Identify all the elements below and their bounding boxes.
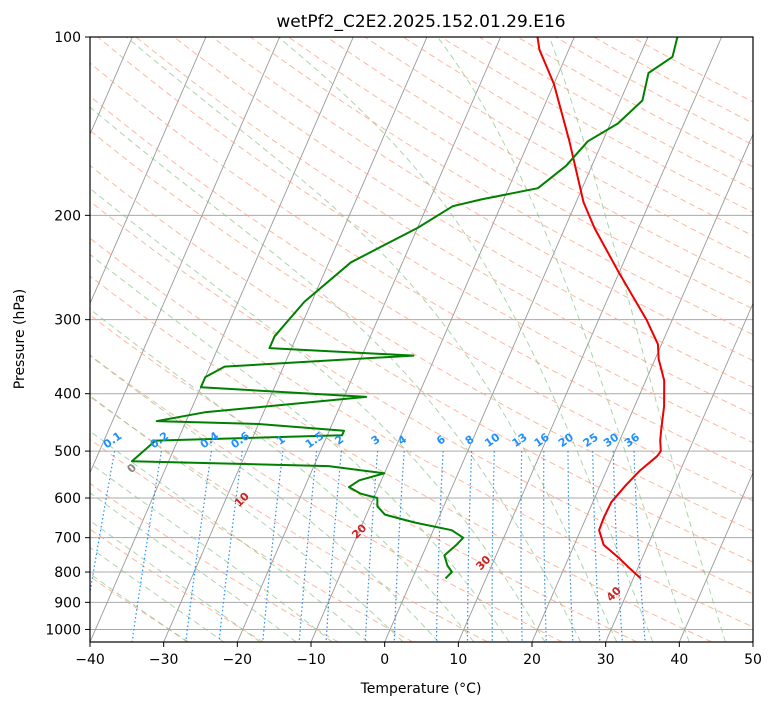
mixing-ratio-line [218, 451, 243, 642]
dry-adiabat-line [90, 314, 638, 642]
mixing-ratio-line [262, 451, 284, 642]
y-tick-label: 800 [54, 565, 81, 581]
mixing-ratio-line [364, 451, 379, 642]
y-tick-label: 700 [54, 531, 81, 547]
moist-adiabat-line [90, 492, 297, 642]
x-tick-label: 0 [380, 652, 389, 668]
moist-adiabat-line [278, 37, 654, 642]
dry-adiabat-line [288, 37, 753, 310]
isobar-grid [90, 37, 753, 630]
plot-area: 0.10.20.40.611.52346810131620253036-100-… [89, 36, 754, 643]
mixing-ratio-line [592, 451, 601, 642]
x-tick-label: 30 [597, 652, 615, 668]
moist-adiabat-line [90, 308, 475, 642]
isotherm-line [90, 37, 207, 305]
mixing-ratio-line [325, 451, 342, 642]
x-tick-label: −20 [223, 652, 253, 668]
y-tick-label: 100 [54, 30, 81, 46]
moist-adiabat-line [437, 37, 690, 642]
dry-adiabats [90, 37, 753, 642]
moist-adiabat-line [90, 573, 188, 642]
mixing-ratio-line [185, 451, 213, 642]
sounding-traces [130, 37, 679, 580]
x-tick-label: 50 [744, 652, 762, 668]
chart-title: wetPf2_C2E2.2025.152.01.29.E16 [276, 12, 565, 32]
x-tick-label: 40 [670, 652, 688, 668]
y-axis-label: Pressure (hPa) [12, 289, 28, 389]
mixing-ratio-line [466, 451, 473, 642]
plot-frame [89, 36, 754, 643]
mixing-ratio-line [567, 451, 574, 642]
isotherm-line [90, 37, 354, 642]
mixing-ratio-line [520, 451, 523, 642]
isotherm-line [384, 37, 649, 642]
dry-adiabat-line [90, 164, 753, 563]
isotherm-line [90, 37, 281, 474]
y-tick-label: 400 [54, 387, 81, 403]
dry-adiabat-line [135, 37, 753, 416]
isotherm-line [236, 37, 502, 642]
mixing-ratio-line [435, 451, 444, 642]
dry-adiabat-line [90, 62, 753, 472]
x-tick-label: 10 [449, 652, 467, 668]
mixing-ratio-line [393, 451, 405, 642]
mixing-ratio-lines [90, 450, 646, 642]
mixing-ratio-line [612, 451, 623, 642]
dry-adiabat-line [90, 482, 339, 642]
mixing-ratio-line [633, 451, 646, 642]
moist-adiabat-line [90, 430, 369, 642]
dry-adiabat-line [90, 354, 563, 642]
moist-adiabat-line [90, 253, 510, 642]
moist-adiabat-line [90, 462, 333, 642]
x-tick-label: −30 [149, 652, 179, 668]
y-tick-label: 500 [54, 444, 81, 460]
dry-adiabat-line [90, 95, 753, 502]
mixing-ratio-line [131, 450, 163, 642]
dry-adiabat-line [90, 438, 414, 642]
isotherm-line [678, 471, 753, 642]
mixing-ratio-line [90, 450, 116, 597]
dry-adiabat-line [326, 37, 753, 285]
x-tick-label: −10 [296, 652, 326, 668]
dry-adiabat-line [90, 237, 753, 628]
y-axis-ticks: 100 200 300 400 500 600 700 800 900 1000 [45, 30, 90, 638]
y-tick-label: 300 [54, 313, 81, 329]
y-tick-label: 1000 [45, 622, 81, 638]
isotherm-line [163, 37, 428, 642]
y-tick-label: 900 [54, 595, 81, 611]
mixing-ratio-line [543, 451, 547, 642]
mixing-ratio-line [491, 451, 495, 642]
y-tick-label: 200 [54, 208, 81, 224]
isotherm-line [531, 133, 753, 642]
isotherm-line [457, 37, 723, 642]
moist-adiabat-line [90, 395, 404, 642]
temperature-trace [536, 37, 666, 580]
dry-adiabat-line [90, 129, 753, 532]
dry-adiabat-line [211, 37, 753, 362]
mixing-ratio-line [298, 451, 318, 642]
x-axis-label: Temperature (°C) [360, 681, 482, 697]
x-tick-label: 20 [523, 652, 541, 668]
y-tick-label: 600 [54, 491, 81, 507]
dry-adiabat-line [173, 37, 753, 388]
isotherm-line [605, 302, 753, 642]
dry-adiabat-line [90, 200, 753, 595]
dewpoint-trace [130, 37, 679, 580]
dry-adiabat-line [90, 275, 712, 642]
x-axis-ticks: −40 −30 −20 −10 0 10 20 30 40 50 [75, 642, 762, 668]
x-tick-label: −40 [75, 652, 105, 668]
